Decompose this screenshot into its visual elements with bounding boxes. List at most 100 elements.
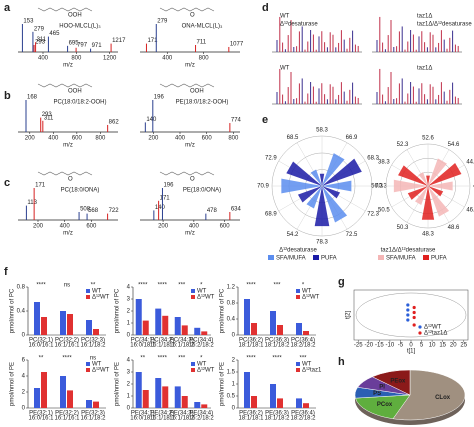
x-tick-label: PC(34:2) [150, 338, 174, 344]
bar [303, 403, 309, 408]
x-tick-label: 5 [420, 343, 424, 349]
x-axis-label: t[1] [407, 349, 416, 355]
slice-label: PI [379, 385, 385, 391]
structure-note: OOH [190, 89, 204, 95]
legend-label: WT [197, 362, 207, 368]
point [406, 308, 410, 312]
y-tick-label: 1.2 [227, 285, 236, 291]
x-tick-sublabel: 18:1/18:1 [238, 416, 264, 422]
significance: **** [138, 283, 148, 289]
x-tick-sublabel: 16:1/16:1 [54, 416, 80, 422]
x-tick-sublabel: 16:1/18:1 [150, 343, 176, 349]
point [412, 305, 416, 310]
x-tick-sublabel: 16:0/16:1 [28, 416, 54, 422]
legend-label: Δ¹²WT [424, 325, 442, 331]
structure [37, 83, 93, 88]
structure-note: OOH [68, 89, 82, 95]
x-tick-sublabel: 16:1/18:2 [169, 343, 195, 349]
bar [244, 299, 250, 335]
structure-note: O [190, 13, 195, 19]
bar [135, 299, 142, 335]
x-tick-label: PE(34:4) [189, 411, 213, 417]
peak-label: 695 [69, 40, 80, 46]
legend-label: WT [197, 289, 207, 295]
legend-swatch [296, 295, 300, 299]
significance: **** [272, 356, 282, 362]
bar [270, 311, 276, 335]
bar [86, 320, 92, 335]
bar [41, 372, 47, 408]
ring-label: 68.3 [367, 156, 379, 162]
bar [60, 376, 66, 408]
x-tick-sublabel: 16:0/18:1 [130, 343, 156, 349]
y-tick-label: 2 [232, 358, 236, 364]
legend-marker [418, 331, 422, 335]
petal [322, 153, 345, 186]
panel-label: e [262, 114, 268, 126]
ring-label: 66.9 [346, 135, 358, 141]
legend-swatch [86, 289, 90, 293]
peak-label: 196 [163, 183, 174, 189]
y-tick-label: 1 [232, 382, 236, 388]
x-tick-label: PE(34:3) [170, 411, 194, 417]
ring-label: 54.2 [287, 232, 299, 238]
y-tick-label: 6 [22, 358, 26, 364]
significance: * [200, 356, 203, 362]
petal [286, 161, 322, 186]
x-tick-sublabel: 18:1/18:1 [238, 343, 264, 349]
x-tick-label: 800 [199, 56, 210, 62]
y-tick-label: 0.8 [227, 301, 236, 307]
y-axis-label: pmol/nmol of PE [10, 362, 16, 406]
significance: * [302, 283, 305, 289]
significance: **** [246, 283, 256, 289]
petal [314, 186, 330, 227]
structure [37, 171, 93, 176]
x-tick-sublabel: 18:1/18:2 [264, 343, 290, 349]
legend-swatch [191, 289, 195, 293]
y-tick-label: 0 [232, 333, 236, 339]
y-tick-label: 3 [127, 297, 131, 303]
peak-label: 293 [42, 112, 53, 118]
y-axis-label: pmol/nmol of PC [115, 288, 121, 333]
petal [322, 186, 348, 223]
spectrum-title: PC(18:0/18:2-OOH) [53, 100, 106, 106]
y-tick-label: 4 [22, 374, 26, 380]
x-axis-label: m/z [185, 143, 195, 149]
ring-label: 38.3 [378, 160, 390, 166]
petal [421, 186, 435, 220]
x-tick-label: -15 [375, 343, 384, 349]
ring-label: 48.3 [422, 232, 434, 238]
y-tick-label: 2 [127, 309, 131, 315]
x-tick-label: 800 [71, 56, 82, 62]
x-tick-label: PC(36:3) [265, 338, 289, 344]
panel-label: h [338, 356, 345, 368]
y-tick-label: 2 [127, 382, 131, 388]
x-tick-label: 25 [460, 343, 467, 349]
ring-label: 52.3 [397, 142, 409, 148]
pie-slice [355, 394, 411, 420]
legend-label: PUFA [431, 256, 447, 262]
petal [281, 178, 322, 194]
x-tick-label: PC(32:2) [55, 338, 79, 344]
x-tick-label: PE(34:1) [131, 411, 155, 417]
structure-note: OOH [68, 13, 82, 19]
significance: **** [158, 283, 168, 289]
x-tick-label: 400 [162, 56, 173, 62]
legend-swatch [313, 255, 319, 260]
x-tick-label: PC(34:3) [170, 338, 194, 344]
structure-note: O [68, 177, 73, 183]
legend-label: WT [92, 289, 102, 295]
legend-swatch [268, 255, 274, 260]
bar [174, 386, 181, 408]
y-tick-label: 0.4 [17, 309, 26, 315]
ring-label: 72.9 [265, 156, 277, 162]
confidence-ellipse [355, 292, 467, 338]
legend-label: Δ¹²taz1 [302, 368, 322, 374]
peak-label: 1077 [230, 42, 244, 48]
x-axis-label: m/z [63, 231, 73, 237]
y-axis-label: t[2] [346, 311, 352, 320]
ring-label: 72.3 [367, 212, 379, 218]
significance: ** [91, 283, 96, 289]
y-axis-label: pmol/nmol of PE [220, 362, 226, 406]
x-tick-label: 200 [33, 224, 44, 230]
